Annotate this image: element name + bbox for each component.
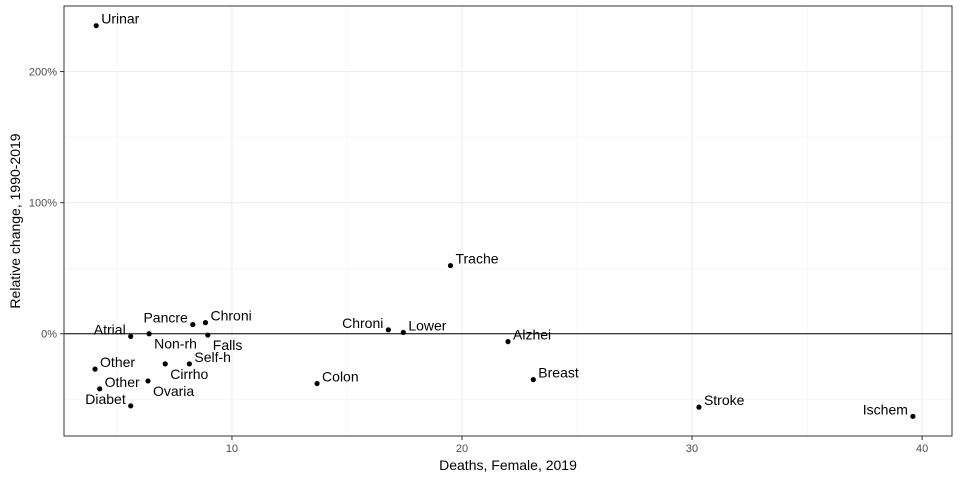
y-axis-title: Relative change, 1990-2019 [7, 133, 23, 308]
point-label: Chroni [210, 308, 251, 324]
point-label: Alzhei [513, 327, 551, 343]
data-point [145, 378, 151, 384]
point-label: Stroke [704, 392, 745, 408]
data-point [92, 366, 98, 372]
point-label: Pancre [143, 310, 188, 326]
point-label: Chroni [342, 315, 383, 331]
point-label: Breast [538, 365, 579, 381]
point-label: Cirrho [170, 366, 208, 382]
point-label: Lower [408, 317, 446, 333]
data-point [910, 413, 916, 419]
data-point [162, 361, 168, 367]
point-label: Ovaria [153, 383, 194, 399]
data-points [92, 23, 916, 419]
x-tick-label: 10 [226, 443, 238, 455]
x-tick-label: 40 [916, 443, 928, 455]
y-tick-label: 200% [29, 67, 57, 79]
y-tick-label: 0% [41, 329, 57, 341]
data-point [205, 332, 211, 338]
data-point [385, 327, 391, 333]
x-tick-label: 30 [686, 443, 698, 455]
point-label: Non-rh [154, 336, 197, 352]
data-point [97, 386, 103, 392]
point-label: Diabet [85, 391, 126, 407]
data-point [400, 329, 406, 336]
point-label: Urinar [101, 11, 139, 27]
data-point [314, 380, 320, 387]
data-point [128, 333, 134, 339]
point-label: Other [100, 354, 135, 370]
point-label: Ischem [863, 401, 908, 417]
data-point [93, 23, 99, 29]
data-point [202, 320, 209, 326]
point-label: Trache [455, 251, 498, 267]
point-labels: Urinar Trache Pancre Chroni Non-rh Atrial Fall… [85, 11, 908, 418]
point-label: Other [105, 374, 140, 390]
data-point [530, 377, 536, 383]
point-label: Atrial [94, 321, 126, 337]
plot-background [64, 6, 952, 436]
x-axis-title: Deaths, Female, 2019 [439, 457, 577, 473]
data-point [696, 404, 702, 410]
plot-border [63, 5, 953, 437]
point-label: Self-h [194, 349, 231, 365]
y-axis-ticks: 0% 100% 200% [29, 67, 64, 341]
data-point [128, 403, 134, 409]
x-axis-ticks: 10 20 30 40 [226, 436, 928, 455]
data-point [505, 339, 511, 345]
data-point [186, 361, 192, 367]
point-label: Falls [213, 337, 243, 353]
data-point [146, 331, 152, 337]
y-tick-label: 100% [29, 198, 57, 210]
point-label: Colon [322, 369, 359, 385]
data-point [190, 321, 196, 328]
x-tick-label: 20 [456, 443, 468, 455]
data-point [447, 262, 454, 269]
